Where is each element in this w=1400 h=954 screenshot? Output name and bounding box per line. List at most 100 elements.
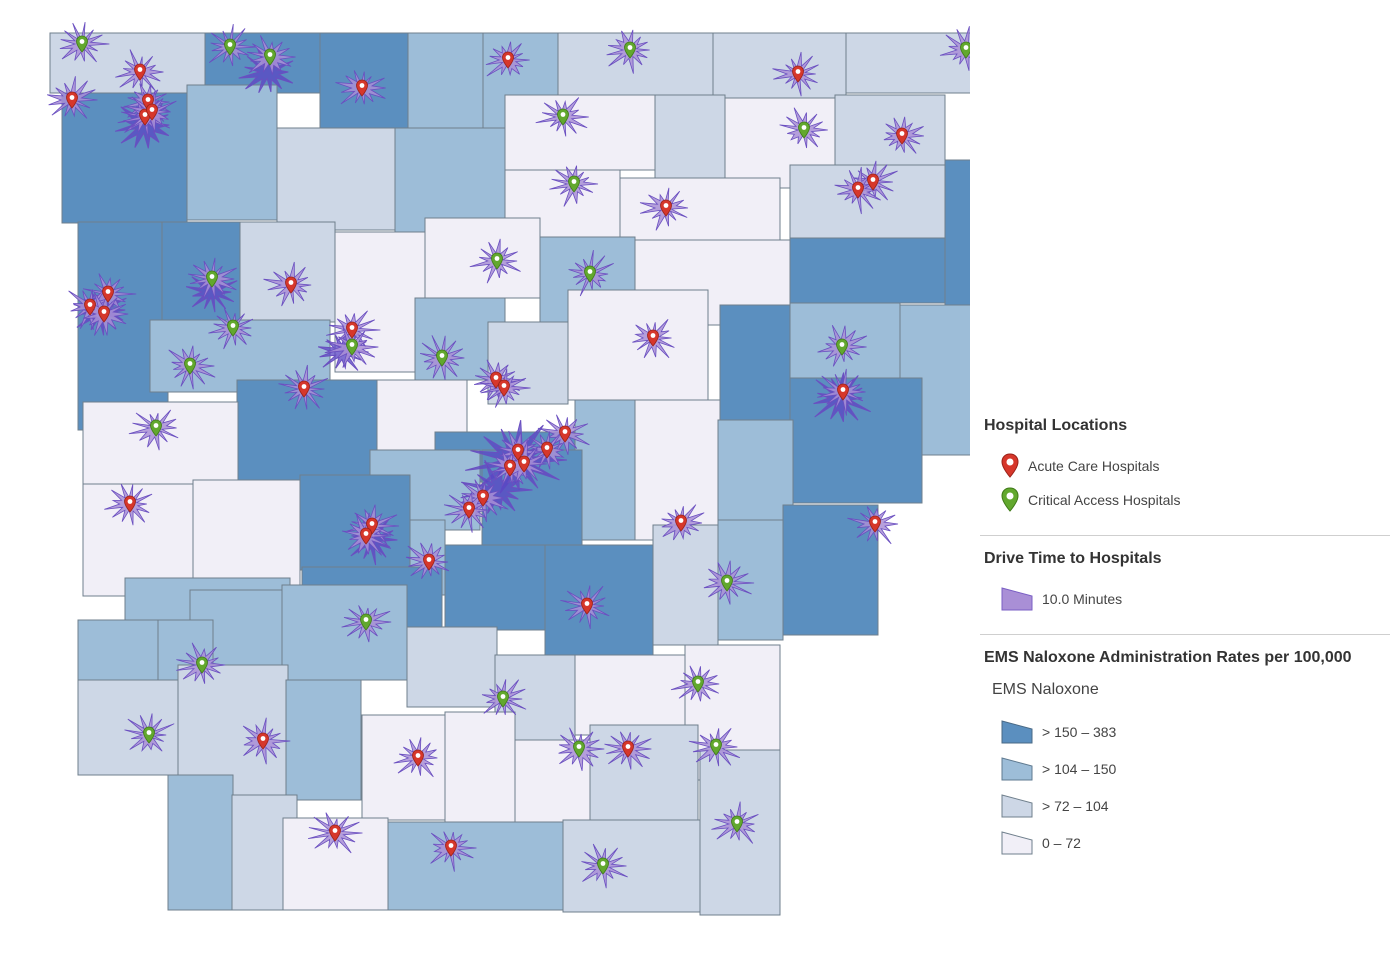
acute-care-hospital-marker[interactable] xyxy=(84,298,96,316)
legend-hospitals-title: Hospital Locations xyxy=(984,417,1128,434)
acute-care-hospital-marker[interactable] xyxy=(896,127,908,145)
critical-access-hospital-marker[interactable] xyxy=(491,252,503,270)
acute-care-hospital-marker[interactable] xyxy=(66,91,78,109)
county-polygon xyxy=(82,401,239,485)
acute-care-hospital-marker[interactable] xyxy=(257,732,269,750)
county-polygon xyxy=(834,94,946,171)
critical-access-hospital-marker[interactable] xyxy=(836,338,848,356)
acute-care-hospital-marker[interactable] xyxy=(124,495,136,513)
county-polygon xyxy=(276,127,396,231)
critical-access-hospital-marker[interactable] xyxy=(731,815,743,833)
critical-access-hospital-marker[interactable] xyxy=(360,613,372,631)
critical-access-hospital-marker[interactable] xyxy=(184,357,196,375)
critical-access-hospital-marker[interactable] xyxy=(721,574,733,592)
county-polygon xyxy=(845,32,970,94)
critical-access-hospital-marker[interactable] xyxy=(143,726,155,744)
county-polygon xyxy=(654,94,726,191)
hospital-markers xyxy=(66,35,971,875)
legend-ems-naloxone: EMS Naloxone Administration Rates per 10… xyxy=(980,635,1390,879)
critical-access-hospital-marker[interactable] xyxy=(206,270,218,288)
legend-class-label: 0 – 72 xyxy=(1042,834,1081,851)
arkansas-county-map[interactable] xyxy=(0,0,970,954)
county-polygon xyxy=(407,32,484,144)
critical-access-hospital-marker[interactable] xyxy=(264,48,276,66)
critical-access-hospital-marker[interactable] xyxy=(568,175,580,193)
acute-care-hospital-marker[interactable] xyxy=(675,514,687,532)
legend-drive-title: Drive Time to Hospitals xyxy=(984,550,1162,567)
acute-care-hospital-marker[interactable] xyxy=(498,379,510,397)
acute-care-hospital-marker[interactable] xyxy=(356,79,368,97)
acute-care-hospital-marker[interactable] xyxy=(477,489,489,507)
county-polygon xyxy=(567,289,709,401)
legend-drive-row: 10.0 Minutes xyxy=(984,582,1390,616)
critical-access-hospital-marker[interactable] xyxy=(196,656,208,674)
acute-care-hospital-marker[interactable] xyxy=(445,839,457,857)
acute-care-hospital-marker[interactable] xyxy=(329,824,341,842)
drive-time-area xyxy=(939,26,970,71)
acute-care-hospital-marker[interactable] xyxy=(867,173,879,191)
acute-care-hospital-marker[interactable] xyxy=(146,103,158,121)
legend-ems-title: EMS Naloxone Administration Rates per 10… xyxy=(984,649,1352,666)
class-swatch-icon xyxy=(1001,830,1033,854)
county-polygon xyxy=(394,127,506,234)
acute-care-hospital-marker[interactable] xyxy=(346,321,358,339)
acute-care-hospital-marker[interactable] xyxy=(512,443,524,461)
critical-access-hospital-marker[interactable] xyxy=(597,857,609,875)
county-polygon xyxy=(652,524,719,646)
acute-care-hospital-marker[interactable] xyxy=(360,527,372,545)
critical-access-pin-icon xyxy=(1001,487,1019,512)
acute-care-hospital-marker[interactable] xyxy=(502,51,514,69)
county-polygon xyxy=(77,619,159,683)
class-swatch-icon xyxy=(1001,719,1033,743)
legend-class-row: > 150 – 383 xyxy=(984,713,1390,750)
acute-care-hospital-marker[interactable] xyxy=(285,276,297,294)
legend-drive-label: 10.0 Minutes xyxy=(1042,591,1123,607)
critical-access-hospital-marker[interactable] xyxy=(224,38,236,56)
legend-critical-access-row: Critical Access Hospitals xyxy=(984,483,1390,517)
critical-access-hospital-marker[interactable] xyxy=(573,740,585,758)
acute-care-hospital-marker[interactable] xyxy=(102,285,114,303)
critical-access-hospital-marker[interactable] xyxy=(624,41,636,59)
critical-access-hospital-marker[interactable] xyxy=(436,349,448,367)
acute-care-hospital-marker[interactable] xyxy=(660,199,672,217)
acute-care-hospital-marker[interactable] xyxy=(869,515,881,533)
acute-care-hospital-marker[interactable] xyxy=(298,380,310,398)
acute-care-hospital-marker[interactable] xyxy=(518,455,530,473)
county-polygon xyxy=(504,94,656,171)
critical-access-hospital-marker[interactable] xyxy=(710,738,722,756)
county-polygon xyxy=(77,679,179,776)
critical-access-hospital-marker[interactable] xyxy=(227,319,239,337)
acute-care-hospital-marker[interactable] xyxy=(98,305,110,323)
county-polygon xyxy=(574,654,686,736)
acute-care-hospital-marker[interactable] xyxy=(504,459,516,477)
acute-care-hospital-marker[interactable] xyxy=(792,65,804,83)
county-polygon xyxy=(387,821,564,911)
acute-care-hospital-marker[interactable] xyxy=(852,181,864,199)
acute-care-hospital-marker[interactable] xyxy=(622,740,634,758)
acute-care-hospital-marker[interactable] xyxy=(581,597,593,615)
critical-access-hospital-marker[interactable] xyxy=(346,338,358,356)
legend-acute-care-row: Acute Care Hospitals xyxy=(984,449,1390,483)
legend-drive-time: Drive Time to Hospitals 10.0 Minutes xyxy=(980,536,1390,635)
critical-access-hospital-marker[interactable] xyxy=(497,690,509,708)
acute-care-hospital-marker[interactable] xyxy=(541,441,553,459)
acute-care-hospital-marker[interactable] xyxy=(423,553,435,571)
acute-care-hospital-marker[interactable] xyxy=(412,749,424,767)
county-polygon xyxy=(712,32,847,99)
acute-care-hospital-marker[interactable] xyxy=(559,425,571,443)
acute-care-hospital-marker[interactable] xyxy=(647,329,659,347)
critical-access-hospital-marker[interactable] xyxy=(798,121,810,139)
acute-care-hospital-marker[interactable] xyxy=(463,501,475,519)
acute-care-hospital-marker[interactable] xyxy=(134,63,146,81)
critical-access-hospital-marker[interactable] xyxy=(557,108,569,126)
county-polygon xyxy=(562,819,701,913)
legend-ems-field: EMS Naloxone xyxy=(992,681,1099,698)
county-polygon xyxy=(789,237,946,304)
county-polygon xyxy=(285,679,362,801)
critical-access-hospital-marker[interactable] xyxy=(150,419,162,437)
critical-access-hospital-marker[interactable] xyxy=(584,265,596,283)
critical-access-hospital-marker[interactable] xyxy=(692,675,704,693)
critical-access-hospital-marker[interactable] xyxy=(76,35,88,53)
critical-access-hospital-marker[interactable] xyxy=(960,41,971,59)
acute-care-hospital-marker[interactable] xyxy=(837,383,849,401)
